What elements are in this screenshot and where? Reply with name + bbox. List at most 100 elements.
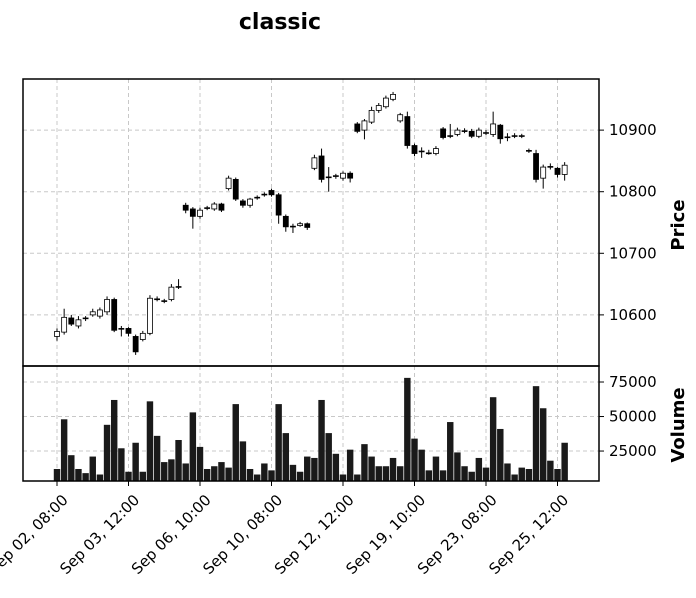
candle-body (282, 215, 289, 228)
candle-body (325, 176, 332, 179)
volume-bar (375, 466, 382, 481)
volume-axis-label: Volume (668, 387, 689, 462)
candle-body (490, 123, 497, 135)
volume-bar (339, 474, 347, 481)
volume-bar (218, 462, 225, 481)
candle-body (82, 317, 89, 320)
volume-bar (475, 457, 483, 481)
volume-bar (75, 468, 82, 481)
candle-body (318, 155, 325, 180)
volume-bar (354, 474, 361, 481)
volume-bar (482, 467, 490, 481)
volume-bar (103, 424, 111, 481)
candle-body (275, 194, 282, 216)
volume-bar (318, 399, 325, 481)
candle-body (404, 116, 411, 146)
volume-tick-label: 25000 (609, 442, 657, 460)
volume-bar (96, 474, 104, 481)
volume-bar (203, 468, 211, 481)
candle-body (433, 148, 439, 154)
candle-body (440, 128, 447, 138)
volume-bar (439, 470, 447, 481)
candle-body (375, 105, 382, 111)
volume-bar (118, 448, 125, 481)
volume-bar (561, 442, 568, 481)
candle-body (247, 198, 253, 206)
volume-bar (246, 468, 254, 481)
candle-body (511, 135, 518, 137)
y-tick-label: 10600 (609, 306, 657, 324)
volume-bar (396, 466, 404, 481)
candle-body (418, 150, 425, 153)
candle-body (475, 129, 482, 137)
chart-title: classic (239, 10, 321, 35)
candle-body (232, 178, 239, 200)
candle-body (175, 286, 182, 288)
candle-body (139, 332, 146, 340)
candle-body (118, 328, 125, 330)
candle-body (390, 93, 396, 100)
volume-bar (389, 457, 397, 481)
volume-bar (189, 412, 197, 481)
volume-bar (139, 471, 147, 481)
candle-body (340, 172, 346, 179)
volume-bar (261, 463, 268, 481)
candle-body (425, 152, 432, 155)
volume-bar (432, 456, 440, 481)
candle-body (347, 172, 354, 179)
volume-bar (60, 419, 68, 481)
candle-body (411, 145, 418, 154)
candle-body (397, 114, 404, 122)
volume-bar (325, 433, 332, 481)
candle-body (97, 309, 103, 317)
volume-bar (268, 470, 275, 481)
volume-bar (346, 449, 354, 481)
volume-bar (311, 457, 318, 481)
candle-body (239, 200, 246, 206)
candle-body (89, 311, 96, 316)
candle-body (132, 336, 139, 353)
volume-bar (547, 460, 554, 481)
volume-bar (225, 467, 232, 481)
price-frame (22, 78, 600, 367)
candle-body (304, 223, 311, 228)
candle-body (361, 120, 368, 131)
volume-bar (368, 456, 375, 481)
candle-body (54, 331, 60, 337)
volume-bar (196, 446, 204, 481)
candle-body (68, 317, 75, 325)
volume-bar (132, 442, 139, 481)
candle-body (447, 135, 454, 137)
candle-body (225, 177, 232, 190)
volume-bar (489, 397, 497, 481)
candle-body (61, 316, 68, 333)
candle-body (561, 164, 568, 175)
volume-bar (253, 474, 261, 481)
y-tick-label: 10900 (609, 121, 657, 139)
volume-bar (404, 377, 411, 481)
volume-bar (361, 444, 368, 481)
volume-bar (175, 439, 182, 481)
volume-bar (275, 404, 282, 481)
volume-bar (282, 433, 290, 481)
volume-tick-label: 50000 (609, 408, 657, 426)
volume-bar (125, 471, 132, 481)
candle-body (197, 209, 203, 217)
volume-bar (539, 408, 547, 481)
volume-bar (168, 459, 175, 481)
candle-body (311, 157, 318, 169)
candle-body (368, 110, 375, 123)
volume-bar (525, 468, 533, 481)
candle-body (332, 175, 339, 177)
volume-bar (511, 474, 518, 481)
volume-bar (146, 401, 154, 481)
y-tick-label: 10800 (609, 183, 657, 201)
volume-bar (532, 386, 540, 481)
volume-bar (425, 470, 433, 481)
candle-body (261, 193, 268, 196)
volume-bar (53, 468, 61, 481)
candle-body (547, 166, 554, 168)
candle-body (554, 167, 561, 175)
volume-tick-label: 75000 (609, 373, 657, 391)
